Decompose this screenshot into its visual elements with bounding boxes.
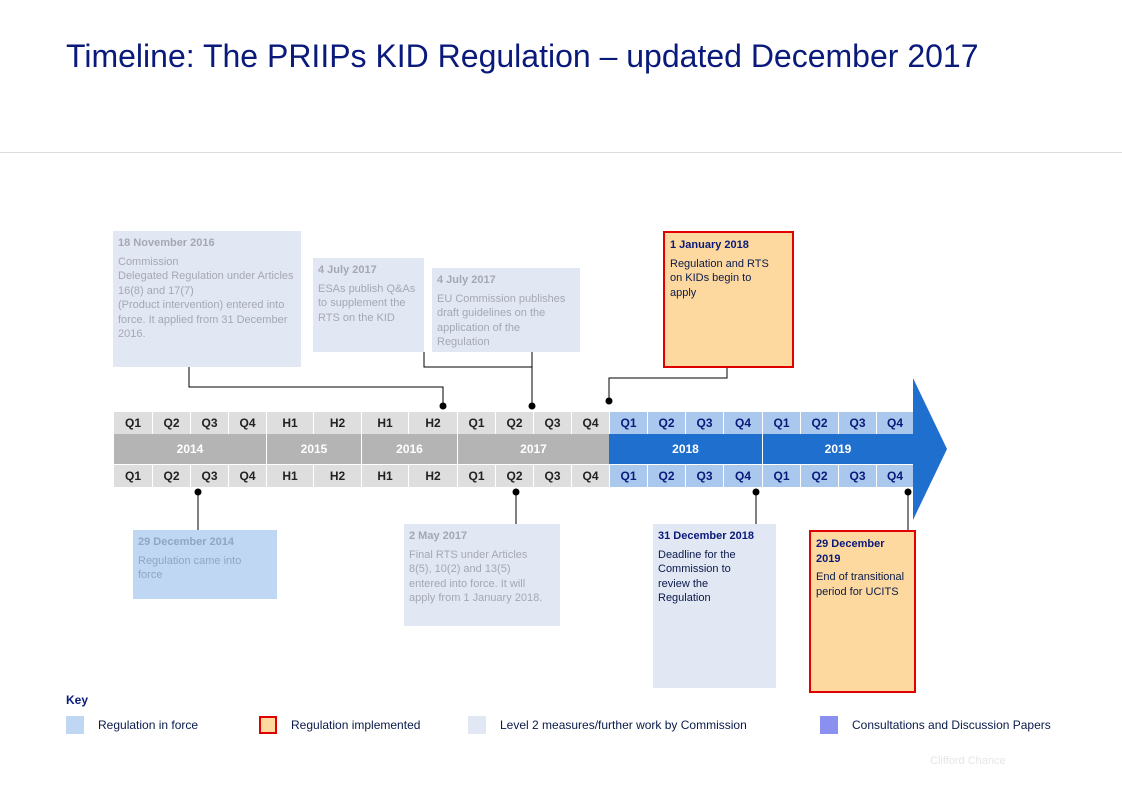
event-date: 4 July 2017 [318,264,377,276]
period-cell: H1 [266,412,313,434]
period-cell: H2 [313,465,361,487]
period-cell: H2 [313,412,361,434]
key-label-in-force: Regulation in force [98,718,199,732]
period-cell: Q4 [571,465,609,487]
period-cell: H1 [266,465,313,487]
dot-jul2017 [528,402,536,410]
event-dec2019: 29 December 2019 End of transitional per… [809,530,916,693]
period-cell: Q4 [723,465,762,487]
period-cell: Q2 [800,465,838,487]
dot-dec2019 [904,488,912,496]
event-text: End of transitional period for UCITS [816,571,905,598]
dot-dec2018 [752,488,760,496]
year-cell: 2019 [762,434,913,464]
key-swatch-in-force [66,716,84,734]
period-cell: Q3 [190,412,228,434]
arrow-head [913,378,947,520]
event-date: 4 July 2017 [437,274,496,286]
period-cell: Q1 [609,465,647,487]
key-label-consultations: Consultations and Discussion Papers [852,718,1051,732]
period-cell: Q1 [114,412,152,434]
key-title: Key [66,693,89,707]
dot-jan2018 [605,397,613,405]
period-cell: Q1 [457,412,495,434]
dot-may2017 [512,488,520,496]
year-cell: 2014 [114,434,266,464]
connector-nov2016 [188,367,444,405]
event-text: ESAs publish Q&As to supplement the RTS … [318,282,416,324]
event-text: Regulation and RTS on KIDs begin to appl… [670,257,769,299]
period-cell: Q4 [228,465,266,487]
period-cell: H1 [361,465,408,487]
period-cell: Q4 [876,412,913,434]
event-text: Deadline for the Commission to review th… [658,548,736,605]
key-swatch-consultations [820,716,838,734]
connector-jan2018 [608,367,728,400]
title-divider [0,152,1122,153]
period-cell: Q1 [457,465,495,487]
period-cell: Q4 [571,412,609,434]
period-cell: Q1 [762,465,800,487]
event-date: 29 December 2019 [816,538,885,565]
period-cell: H2 [408,465,457,487]
key-label-level2: Level 2 measures/further work by Commiss… [500,718,747,732]
event-text: Regulation came into force [138,554,242,582]
event-nov2016: 18 November 2016 Commission Delegated Re… [113,231,301,367]
event-may2017: 2 May 2017 Final RTS under Articles 8(5)… [404,524,560,626]
event-date: 1 January 2018 [670,239,749,251]
page-title: Timeline: The PRIIPs KID Regulation – up… [66,38,979,74]
event-text: Commission Delegated Regulation under Ar… [118,255,294,341]
event-dec2018: 31 December 2018 Deadline for the Commis… [653,524,776,688]
event-date: 31 December 2018 [658,530,755,542]
period-cell: H2 [408,412,457,434]
period-cell: Q4 [876,465,913,487]
period-cell: Q3 [533,465,571,487]
period-cell: Q3 [533,412,571,434]
period-cell: Q2 [152,465,190,487]
key-swatch-implemented [259,716,277,734]
period-cell: Q1 [762,412,800,434]
period-cell: Q1 [609,412,647,434]
period-cell: Q3 [685,465,723,487]
period-cell: Q2 [495,412,533,434]
period-cell: Q1 [114,465,152,487]
period-cell: Q3 [838,412,876,434]
period-cell: Q3 [190,465,228,487]
footer-watermark: Clifford Chance [930,755,1006,767]
period-cell: Q4 [723,412,762,434]
period-cell: Q2 [800,412,838,434]
event-date: 2 May 2017 [409,530,468,542]
period-cell: H1 [361,412,408,434]
event-jan2018: 1 January 2018 Regulation and RTS on KID… [663,231,794,368]
dot-dec2014 [194,488,202,496]
dot-nov2016 [439,402,447,410]
event-jul2017-esas: 4 July 2017 ESAs publish Q&As to supplem… [313,258,424,352]
event-date: 18 November 2016 [118,237,215,249]
event-dec2014: 29 December 2014 Regulation came into fo… [133,530,277,599]
period-cell: Q2 [152,412,190,434]
event-text: Final RTS under Articles 8(5), 10(2) and… [409,548,543,605]
period-cell: Q3 [838,465,876,487]
event-jul2017-ec: 4 July 2017 EU Commission publishes draf… [432,268,580,352]
year-cell: 2018 [609,434,762,464]
year-cell: 2017 [457,434,609,464]
year-cell: 2015 [266,434,361,464]
key-label-implemented: Regulation implemented [291,718,421,732]
event-date: 29 December 2014 [138,536,235,548]
connector-jul2017-esas [423,352,533,405]
period-cell: Q4 [228,412,266,434]
period-cell: Q2 [495,465,533,487]
year-cell: 2016 [361,434,457,464]
period-cell: Q2 [647,465,685,487]
key-swatch-level2 [468,716,486,734]
event-text: EU Commission publishes draft guidelines… [437,292,566,349]
period-cell: Q2 [647,412,685,434]
period-cell: Q3 [685,412,723,434]
